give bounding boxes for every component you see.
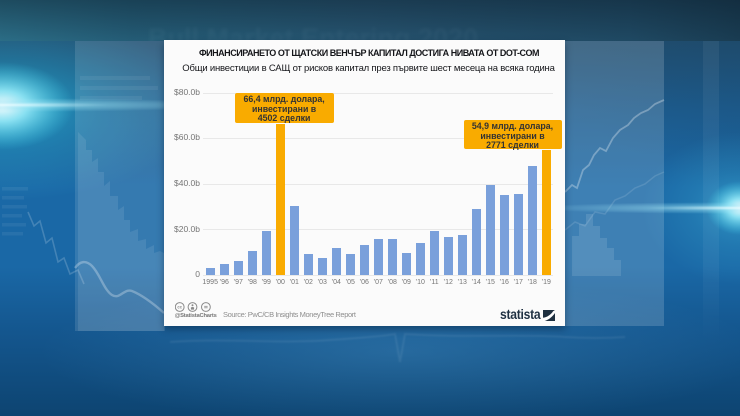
svg-text:Bull Market Entering 2020: Bull Market Entering 2020: [148, 23, 478, 53]
svg-text:cc: cc: [177, 305, 182, 310]
